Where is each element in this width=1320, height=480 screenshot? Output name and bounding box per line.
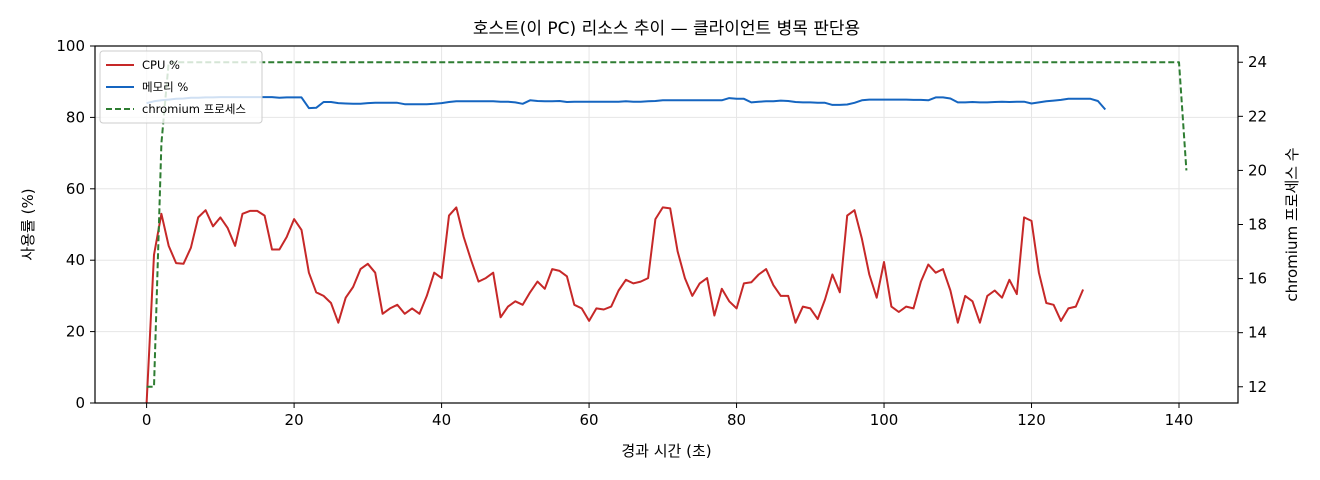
y2-tick-label: 18 xyxy=(1248,216,1267,234)
y-tick-label: 60 xyxy=(66,180,85,198)
x-axis-title: 경과 시간 (초) xyxy=(621,442,711,460)
series-line-cpu xyxy=(145,206,1085,404)
legend-label-cpu: CPU % xyxy=(142,58,180,72)
legend-label-memory: 메모리 % xyxy=(142,80,188,94)
legend-label-chromium: chromium 프로세스 xyxy=(142,102,246,116)
chart-title: 호스트(이 PC) 리소스 추이 — 클라이언트 병목 판단용 xyxy=(473,19,860,39)
x-tick-label: 140 xyxy=(1165,411,1194,429)
legend-box xyxy=(99,50,263,124)
y2-tick-label: 16 xyxy=(1248,270,1267,288)
x-tick-label: 80 xyxy=(727,411,746,429)
x-tick-label: 20 xyxy=(285,411,304,429)
y2-tick-label: 14 xyxy=(1248,324,1267,342)
y-axis-title: 사용률 (%) xyxy=(19,188,37,260)
y-tick-label: 80 xyxy=(66,108,85,126)
x-tick-label: 100 xyxy=(870,411,899,429)
x-tick-label: 120 xyxy=(1017,411,1046,429)
y2-tick-label: 12 xyxy=(1248,378,1267,396)
y2-axis-title: chromium 프로세스 수 xyxy=(1283,147,1301,301)
series-line-memory xyxy=(146,96,1107,111)
y-tick-label: 100 xyxy=(56,37,85,55)
x-tick-label: 60 xyxy=(580,411,599,429)
y-tick-label: 20 xyxy=(66,323,85,341)
axes: 0 20 40 60 80 100 120 140 0 20 40 60 80 100 12 14 16 18 20… xyxy=(56,37,1267,429)
y2-tick-label: 22 xyxy=(1248,107,1267,125)
y-tick-label: 0 xyxy=(75,394,85,412)
x-tick-label: 0 xyxy=(142,411,152,429)
y2-tick-label: 24 xyxy=(1248,53,1267,71)
y2-tick-label: 20 xyxy=(1248,161,1267,179)
series-line-chromium xyxy=(146,61,1188,388)
x-tick-label: 40 xyxy=(432,411,451,429)
y-tick-label: 40 xyxy=(66,251,85,269)
legend: CPU % 메모리 % chromium 프로세스 xyxy=(99,50,263,124)
plot-series xyxy=(145,61,1188,404)
